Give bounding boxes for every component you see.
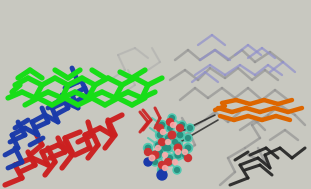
Circle shape xyxy=(143,143,152,153)
Circle shape xyxy=(168,131,176,139)
Circle shape xyxy=(173,160,178,164)
Circle shape xyxy=(156,146,160,150)
Circle shape xyxy=(168,160,172,164)
Circle shape xyxy=(154,141,162,149)
Circle shape xyxy=(184,154,192,161)
Circle shape xyxy=(145,145,151,151)
Circle shape xyxy=(157,166,166,174)
Circle shape xyxy=(144,158,152,166)
Circle shape xyxy=(148,156,156,164)
Circle shape xyxy=(164,134,172,142)
Circle shape xyxy=(156,125,164,132)
Circle shape xyxy=(155,152,161,158)
Circle shape xyxy=(183,143,193,153)
Circle shape xyxy=(173,150,183,160)
Circle shape xyxy=(175,130,184,139)
Circle shape xyxy=(170,122,175,128)
Circle shape xyxy=(173,140,177,144)
Circle shape xyxy=(149,155,155,161)
Circle shape xyxy=(183,153,188,157)
Circle shape xyxy=(156,143,160,147)
Circle shape xyxy=(175,149,180,154)
Circle shape xyxy=(179,123,184,127)
Circle shape xyxy=(150,158,154,162)
Circle shape xyxy=(173,166,181,174)
Circle shape xyxy=(175,152,181,158)
Circle shape xyxy=(169,116,174,120)
Circle shape xyxy=(165,159,171,166)
Circle shape xyxy=(174,144,182,152)
Circle shape xyxy=(153,160,157,164)
Circle shape xyxy=(181,151,189,159)
Circle shape xyxy=(178,121,186,129)
Circle shape xyxy=(165,145,171,151)
Circle shape xyxy=(184,134,192,142)
Circle shape xyxy=(156,148,164,156)
Circle shape xyxy=(165,139,170,145)
Circle shape xyxy=(174,168,179,172)
Circle shape xyxy=(163,166,168,170)
Circle shape xyxy=(168,156,172,160)
Circle shape xyxy=(164,143,173,153)
Circle shape xyxy=(159,139,165,146)
Circle shape xyxy=(159,122,165,128)
Circle shape xyxy=(158,150,162,154)
Circle shape xyxy=(177,132,183,138)
Circle shape xyxy=(157,132,163,138)
Circle shape xyxy=(157,121,166,129)
Circle shape xyxy=(168,114,176,122)
Circle shape xyxy=(163,146,167,150)
Circle shape xyxy=(175,142,181,148)
Circle shape xyxy=(183,149,188,154)
Circle shape xyxy=(166,119,174,125)
Circle shape xyxy=(163,153,168,157)
Circle shape xyxy=(153,150,163,160)
Circle shape xyxy=(165,136,170,140)
Circle shape xyxy=(186,124,194,132)
Circle shape xyxy=(156,130,165,139)
Circle shape xyxy=(157,170,167,180)
Circle shape xyxy=(188,126,193,130)
Circle shape xyxy=(161,144,169,152)
Circle shape xyxy=(171,138,179,146)
Circle shape xyxy=(166,154,174,162)
Circle shape xyxy=(145,149,151,156)
Circle shape xyxy=(151,158,159,166)
Circle shape xyxy=(186,136,190,140)
Circle shape xyxy=(185,145,191,151)
Circle shape xyxy=(151,151,159,159)
Circle shape xyxy=(166,124,174,132)
Circle shape xyxy=(159,167,165,173)
Circle shape xyxy=(174,140,183,149)
Circle shape xyxy=(160,129,165,135)
Circle shape xyxy=(177,125,183,132)
Circle shape xyxy=(166,158,174,166)
Circle shape xyxy=(168,126,172,130)
Circle shape xyxy=(159,161,165,169)
